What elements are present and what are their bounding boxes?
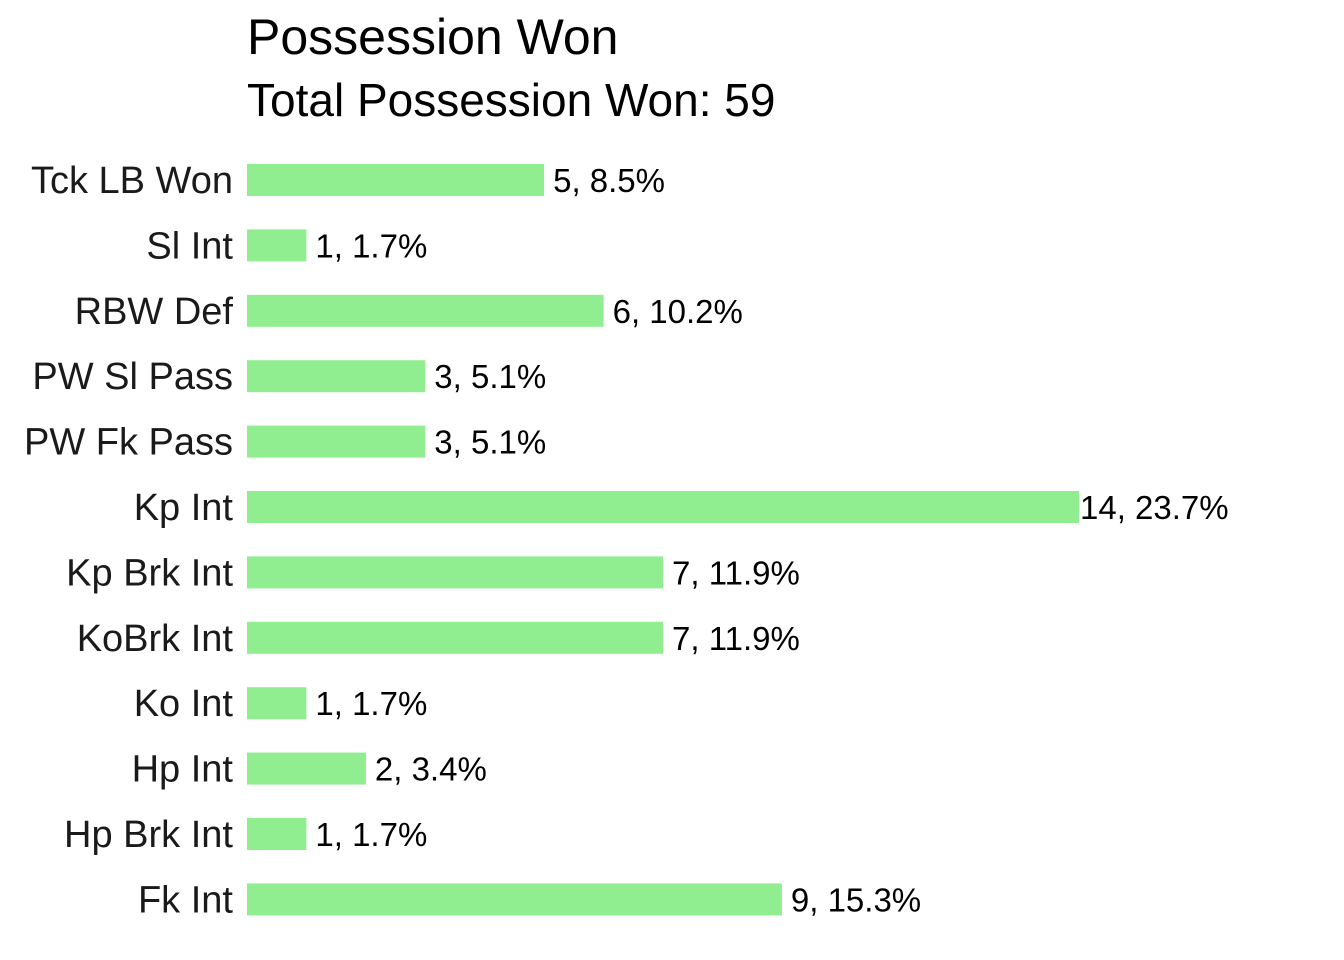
data-label: 3, 5.1% (434, 424, 546, 461)
data-label: 1, 1.7% (315, 227, 427, 264)
bar-kobrk-int (247, 621, 663, 654)
data-label: 5, 8.5% (553, 162, 665, 199)
bar-kp-brk-int (247, 556, 663, 589)
category-label: Fk Int (138, 879, 233, 921)
category-label: Tck LB Won (31, 160, 233, 202)
data-labels: 5, 8.5% 1, 1.7% 6, 10.2% 3, 5.1% 3, 5.1% 14, … (315, 162, 1228, 918)
bar-sl-int (247, 229, 307, 262)
category-label: Hp Brk Int (64, 814, 233, 856)
category-label: Kp Brk Int (66, 552, 233, 594)
data-label: 1, 1.7% (315, 685, 427, 722)
category-label: RBW Def (75, 291, 234, 333)
category-label: Sl Int (146, 225, 233, 267)
data-label: 6, 10.2% (613, 293, 743, 330)
bar-tck-lb-won (247, 164, 545, 196)
chart-subtitle: Total Possession Won: 59 (247, 74, 775, 126)
bar-hp-int (247, 752, 366, 785)
bar-fk-int (247, 883, 782, 916)
category-label: KoBrk Int (77, 618, 234, 660)
bar-kp-int (247, 491, 1079, 523)
chart-title: Possession Won (247, 9, 618, 65)
data-label: 14, 23.7% (1080, 489, 1229, 526)
data-label: 7, 11.9% (672, 620, 800, 657)
data-label: 7, 11.9% (672, 554, 800, 591)
category-label: PW Sl Pass (32, 356, 233, 398)
data-label: 1, 1.7% (315, 816, 427, 853)
category-labels: Tck LB Won Sl Int RBW Def PW Sl Pass PW Fk P… (24, 160, 233, 921)
bar-pw-sl-pass (247, 360, 426, 393)
bar-ko-int (247, 687, 307, 720)
data-label: 9, 15.3% (791, 881, 921, 918)
data-label: 3, 5.1% (434, 358, 546, 395)
category-label: Kp Int (134, 487, 234, 529)
bar-hp-brk-int (247, 818, 307, 850)
category-label: Hp Int (132, 749, 234, 791)
bar-rbw-def (247, 294, 604, 327)
category-label: Ko Int (134, 683, 234, 725)
category-label: PW Fk Pass (24, 422, 233, 464)
bars-group (247, 164, 1079, 916)
data-label: 2, 3.4% (375, 751, 487, 788)
bar-pw-fk-pass (247, 425, 426, 458)
